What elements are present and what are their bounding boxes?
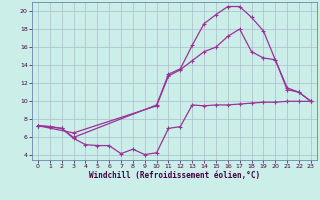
X-axis label: Windchill (Refroidissement éolien,°C): Windchill (Refroidissement éolien,°C) xyxy=(89,171,260,180)
